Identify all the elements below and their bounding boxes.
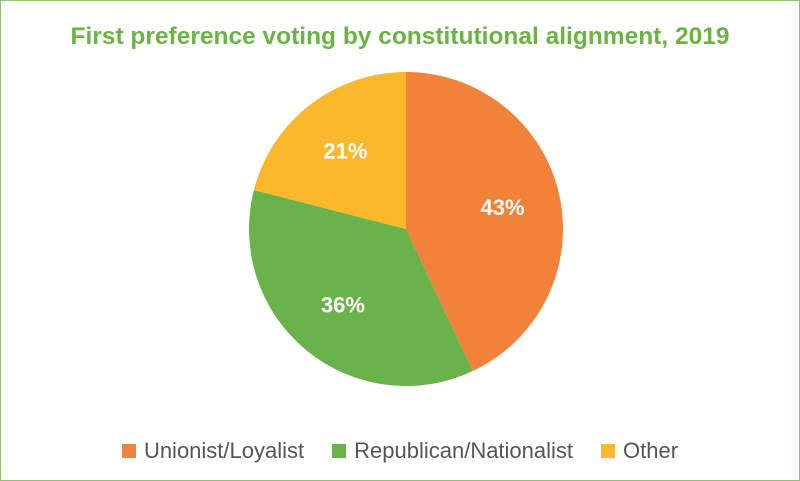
legend-swatch-republican-nationalist [332, 444, 347, 458]
data-label-republican-nationalist: 36% [321, 293, 365, 318]
legend-label-republican-nationalist: Republican/Nationalist [354, 438, 574, 463]
legend-swatch-unionist-loyalist [121, 444, 136, 458]
legend-item-other: Other [601, 438, 678, 464]
data-label-other: 21% [323, 138, 367, 163]
pie-slices [249, 71, 564, 386]
chart-title: First preference voting by constitutiona… [70, 23, 730, 50]
legend-label-other: Other [623, 438, 679, 463]
legend-label-unionist-loyalist: Unionist/Loyalist [143, 438, 305, 463]
legend-swatch-other [601, 444, 616, 458]
legend-item-republican-nationalist: Republican/Nationalist [332, 438, 573, 464]
data-label-unionist-loyalist: 43% [481, 195, 525, 220]
legend-item-unionist-loyalist: Unionist/Loyalist [121, 438, 305, 464]
pie-slice-other [253, 71, 406, 229]
pie-data-labels: 43% 36% 21% [321, 138, 525, 317]
pie-slice-republican-nationalist [249, 189, 473, 386]
pie-slice-unionist-loyalist [406, 72, 564, 372]
chart-legend: Unionist/Loyalist Republican/Nationalist O… [1, 438, 799, 464]
